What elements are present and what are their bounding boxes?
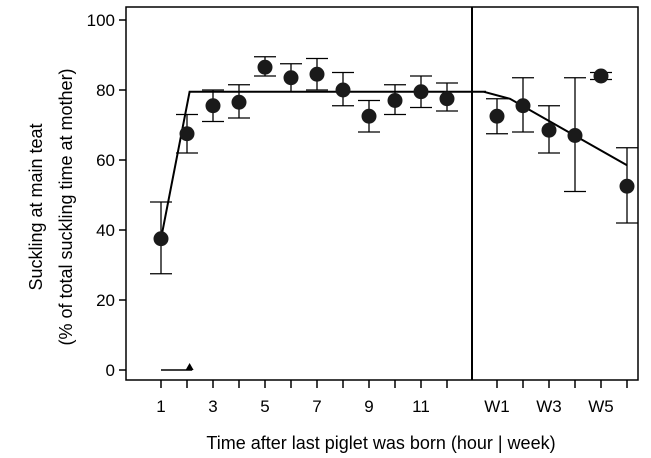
data-point xyxy=(153,231,169,247)
x-tick-label: 11 xyxy=(412,397,430,416)
y-tick-label: 0 xyxy=(106,361,115,380)
data-point xyxy=(335,82,351,98)
data-point xyxy=(567,128,583,143)
x-tick-label: 5 xyxy=(260,397,269,416)
y-tick-label: 80 xyxy=(96,81,115,100)
x-tick-label: W5 xyxy=(588,397,614,416)
x-tick-label: W1 xyxy=(484,397,510,416)
data-point xyxy=(541,122,557,138)
y-axis-title-line2: (% of total suckling time at mother) xyxy=(56,68,76,345)
y-tick-label: 20 xyxy=(96,291,115,310)
x-tick-label: 3 xyxy=(208,397,217,416)
annotations xyxy=(161,363,194,371)
data-points xyxy=(153,59,635,247)
data-point xyxy=(179,126,195,142)
data-point xyxy=(593,68,609,84)
fit-line-hours xyxy=(160,90,486,239)
data-point xyxy=(413,84,429,100)
x-tick-label: 1 xyxy=(156,397,165,416)
breakpoint-marker xyxy=(185,363,194,370)
data-point xyxy=(515,98,531,114)
data-point xyxy=(361,108,377,124)
fit-lines xyxy=(160,90,628,239)
data-point xyxy=(231,94,247,110)
error-bars xyxy=(150,56,638,275)
y-tick-label: 40 xyxy=(96,221,115,240)
data-point xyxy=(439,91,455,107)
plot-frame xyxy=(125,6,639,381)
x-axis-title: Time after last piglet was born (hour | … xyxy=(206,433,555,453)
data-point xyxy=(489,108,505,124)
y-tick-label: 60 xyxy=(96,151,115,170)
x-tick-label: W3 xyxy=(536,397,562,416)
fit-line-weeks xyxy=(483,90,628,167)
data-point xyxy=(387,93,403,108)
data-point xyxy=(309,66,325,82)
x-tick-label: 9 xyxy=(364,397,373,416)
data-point xyxy=(619,178,635,194)
data-point xyxy=(205,98,221,114)
data-point xyxy=(283,70,299,86)
y-tick-label: 100 xyxy=(87,11,115,30)
x-axis: 1 3 5 7 9 11 W1 W3 W5 xyxy=(156,380,628,416)
data-point xyxy=(257,59,273,75)
y-axis: 0 20 40 60 80 100 xyxy=(87,11,126,380)
y-axis-title: Suckling at main teat xyxy=(26,123,46,290)
x-tick-label: 7 xyxy=(312,397,321,416)
